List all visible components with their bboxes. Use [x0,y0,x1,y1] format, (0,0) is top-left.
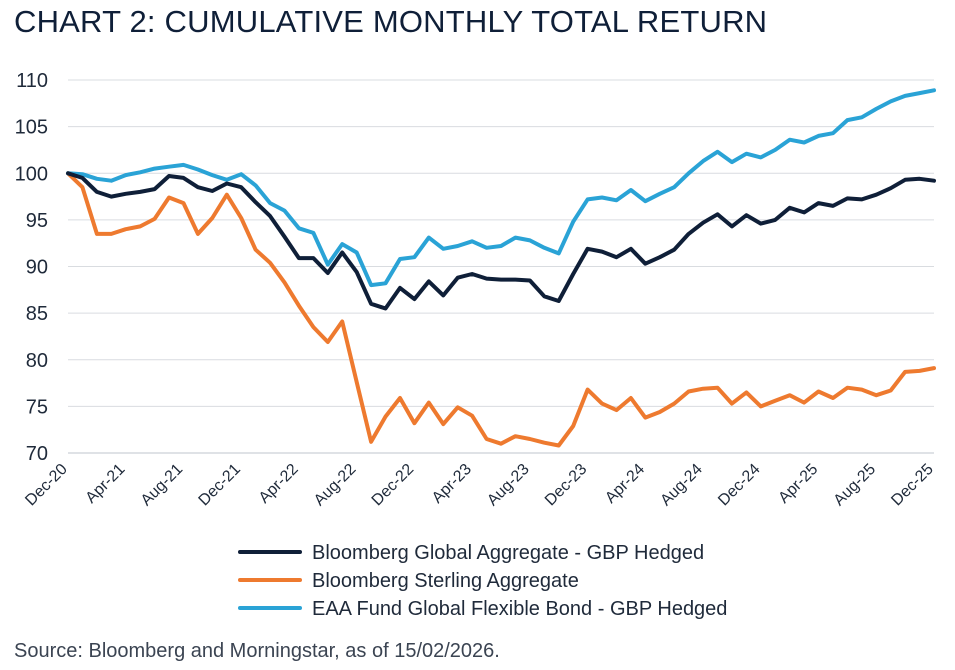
x-tick-label: Dec-23 [542,461,591,510]
y-tick-label: 105 [15,117,48,139]
gridlines [68,79,934,454]
y-tick-label: 95 [26,210,48,232]
x-tick-label: Apr-24 [602,461,648,507]
y-tick-label: 100 [15,163,48,185]
legend: Bloomberg Global Aggregate - GBP Hedged B… [238,542,727,620]
x-axis-ticks: Dec-20 Apr-21 Aug-21 Dec-21 Apr-22 Aug-22 Dec-… [22,461,937,510]
legend-label-2: Bloomberg Sterling Aggregate [312,570,579,592]
y-tick-label: 110 [16,70,48,92]
x-tick-label: Aug-23 [484,461,533,510]
legend-label-1: Bloomberg Global Aggregate - GBP Hedged [312,542,704,564]
x-tick-label: Aug-25 [831,461,880,510]
y-axis-ticks: 70 75 80 85 90 95 100 105 110 [15,70,48,465]
series-lines [66,88,936,448]
source-note: Source: Bloomberg and Morningstar, as of… [14,640,500,662]
x-tick-label: Apr-22 [256,461,302,507]
x-tick-label: Dec-25 [888,461,937,510]
x-tick-label: Dec-22 [369,461,418,510]
x-tick-label: Apr-25 [775,461,821,507]
x-tick-label: Apr-23 [429,461,475,507]
chart-title: CHART 2: CUMULATIVE MONTHLY TOTAL RETURN [14,4,768,39]
x-tick-label: Aug-24 [657,461,706,510]
x-tick-label: Aug-22 [311,461,360,510]
x-tick-label: Aug-21 [138,461,187,510]
y-tick-label: 85 [26,303,48,325]
x-tick-label: Dec-24 [715,461,764,510]
legend-label-3: EAA Fund Global Flexible Bond - GBP Hedg… [312,598,727,620]
x-tick-label: Dec-21 [196,461,245,510]
y-tick-label: 80 [26,350,48,372]
y-tick-label: 70 [26,443,48,465]
series-line-3 [66,88,936,288]
x-tick-label: Dec-20 [22,461,71,510]
x-tick-label: Apr-21 [83,461,129,507]
series-line-2 [66,171,936,448]
y-tick-label: 75 [26,396,48,418]
y-tick-label: 90 [26,257,48,279]
series-line-1 [66,171,936,311]
